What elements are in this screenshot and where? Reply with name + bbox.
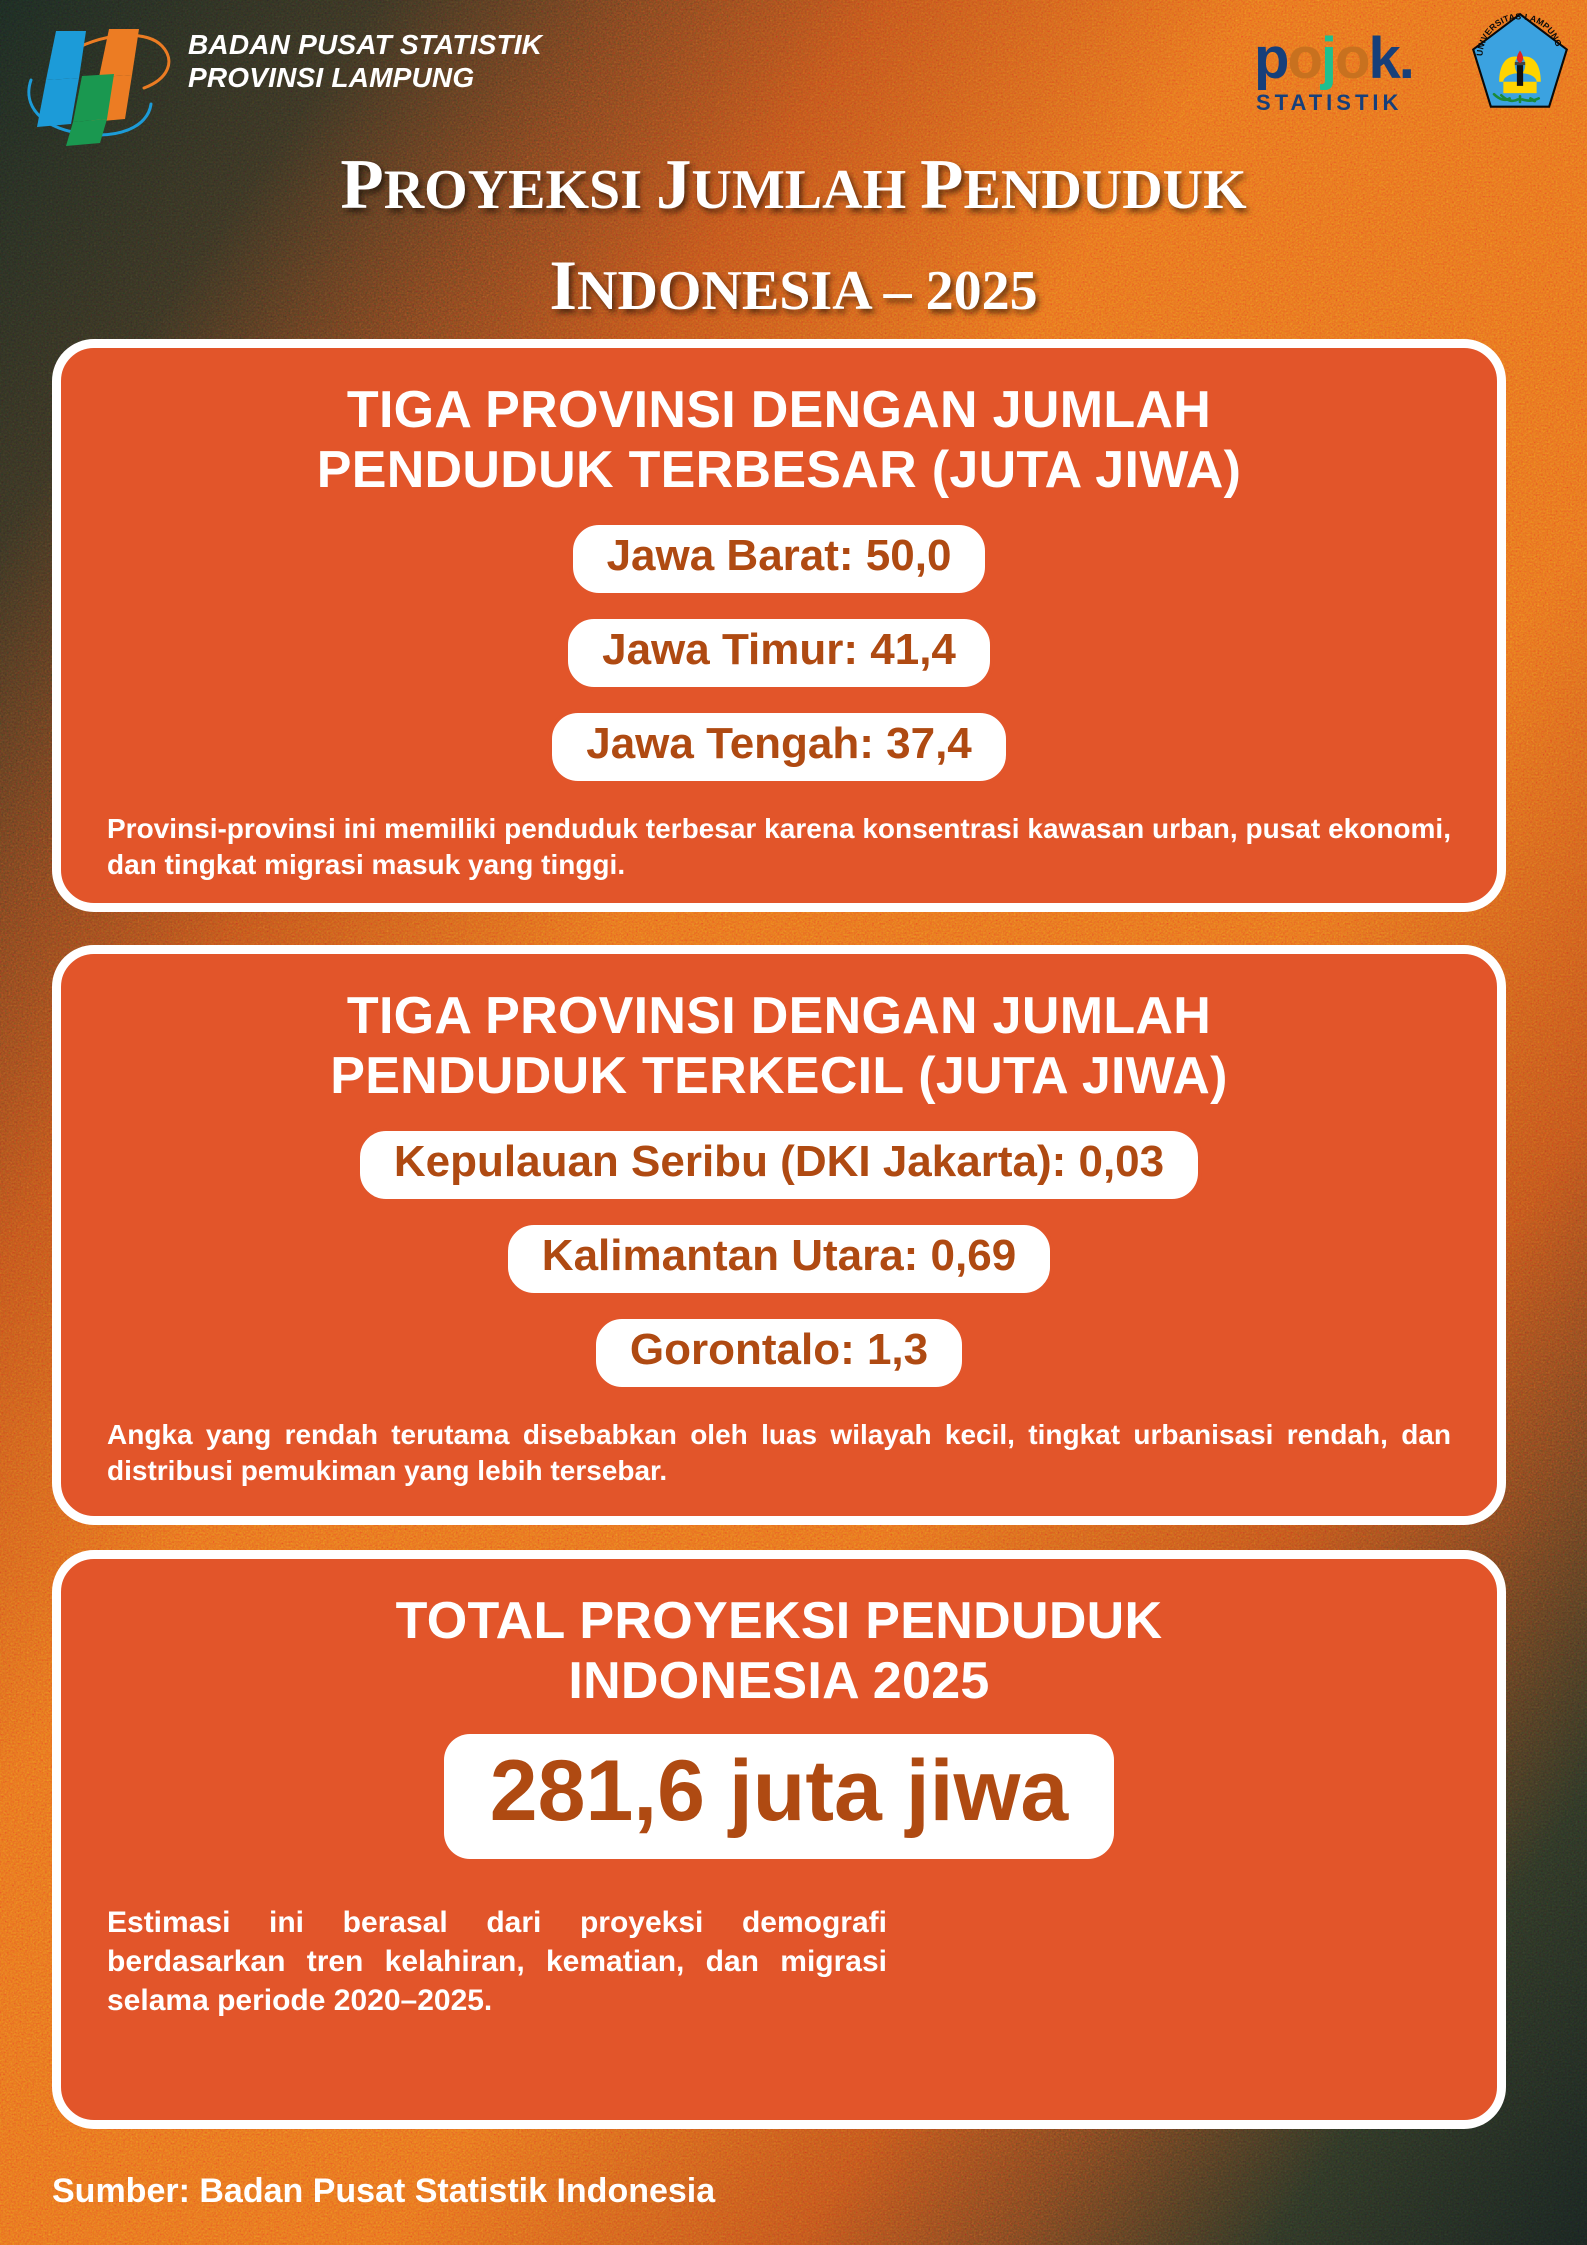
svg-text:pojok.: pojok.: [1254, 26, 1413, 91]
svg-text:STATISTIK: STATISTIK: [1256, 90, 1402, 115]
